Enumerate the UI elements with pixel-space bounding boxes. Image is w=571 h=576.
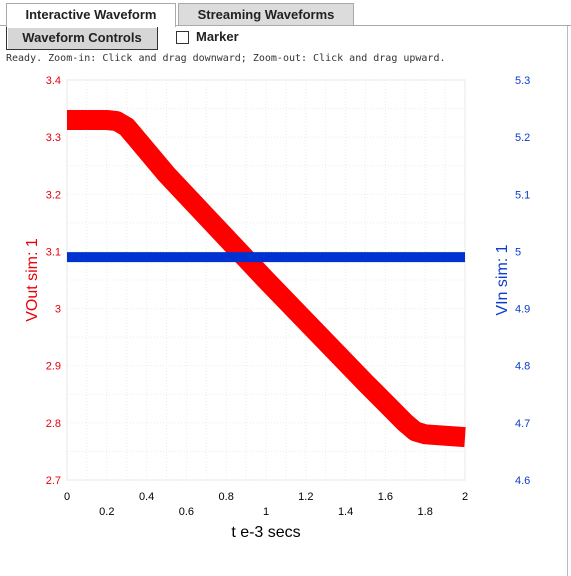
x-tick-label: 1.6 <box>378 491 393 503</box>
vout-series-line <box>67 110 466 448</box>
y-left-tick-label: 3.3 <box>46 132 61 144</box>
y-right-tick-label: 4.7 <box>515 418 530 430</box>
y-left-axis-label: VOut sim: 1 <box>24 238 41 322</box>
waveform-controls-button[interactable]: Waveform Controls <box>6 26 158 50</box>
x-tick-label: 1.2 <box>298 491 313 503</box>
y-right-tick-label: 5.2 <box>515 132 530 144</box>
status-text: Ready. Zoom-in: Click and drag downward;… <box>6 53 446 64</box>
y-left-tick-label: 3.1 <box>46 246 61 258</box>
y-right-tick-label: 4.9 <box>515 304 530 316</box>
tab-interactive-waveform[interactable]: Interactive Waveform <box>6 3 176 27</box>
y-right-tick-label: 5.1 <box>515 189 530 201</box>
y-left-tick-label: 2.9 <box>46 361 61 373</box>
y-left-tick-label: 2.7 <box>46 475 61 487</box>
y-right-tick-label: 5 <box>515 246 521 258</box>
y-right-tick-label: 4.8 <box>515 361 530 373</box>
y-left-tick-label: 3 <box>55 304 61 316</box>
tab-bar: Interactive Waveform Streaming Waveforms <box>0 0 571 27</box>
panel-right-border <box>567 26 568 576</box>
x-tick-label: 1 <box>263 506 269 518</box>
x-tick-label: 1.8 <box>418 506 433 518</box>
tab-streaming-waveforms[interactable]: Streaming Waveforms <box>178 3 354 25</box>
y-right-axis-label: VIn sim: 1 <box>494 244 511 315</box>
x-tick-label: 0.4 <box>139 491 154 503</box>
marker-label: Marker <box>196 29 239 44</box>
x-tick-label: 0.6 <box>179 506 194 518</box>
x-tick-label: 0 <box>64 491 70 503</box>
x-axis-label: t e-3 secs <box>231 524 300 541</box>
x-tick-label: 2 <box>462 491 468 503</box>
marker-checkbox[interactable] <box>176 31 189 44</box>
y-left-tick-label: 3.2 <box>46 189 61 201</box>
y-right-tick-label: 5.3 <box>515 75 530 87</box>
y-right-tick-label: 4.6 <box>515 475 530 487</box>
y-left-tick-label: 2.8 <box>46 418 61 430</box>
x-tick-label: 1.4 <box>338 506 353 518</box>
x-tick-label: 0.8 <box>219 491 234 503</box>
x-tick-label: 0.2 <box>99 506 114 518</box>
y-left-tick-label: 3.4 <box>46 75 61 87</box>
